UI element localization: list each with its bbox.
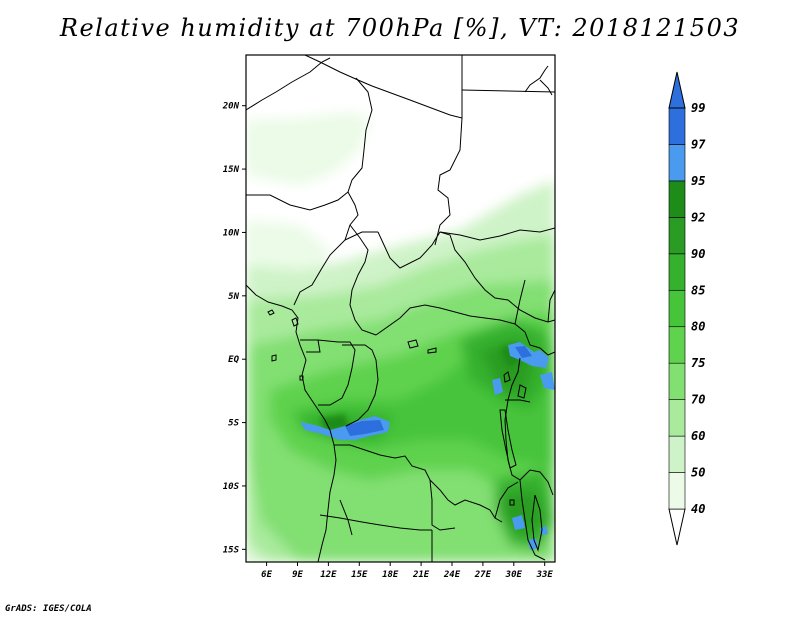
colorbar-segment [668, 253, 686, 291]
colorbar-upper-triangle [668, 71, 686, 109]
colorbar-segment [668, 435, 686, 473]
lon-tick-label: 12E [320, 570, 337, 580]
colorbar-segment [668, 362, 686, 400]
lat-tick-label: 20N [222, 102, 240, 112]
colorbar-label: 70 [691, 393, 705, 407]
lon-tick-label: 27E [474, 570, 492, 580]
colorbar-label: 90 [691, 247, 705, 261]
colorbar-lower-triangle [668, 508, 686, 546]
humidity-field [246, 112, 555, 562]
colorbar-label: 80 [691, 320, 705, 334]
colorbar-segment [668, 180, 686, 218]
lat-tick-label: 15S [223, 545, 240, 555]
lon-tick-label: 18E [382, 570, 399, 580]
lon-tick-label: 21E [412, 570, 430, 580]
colorbar-label: 50 [691, 466, 705, 480]
lat-tick-label: 10N [223, 228, 240, 238]
colorbar-segment [668, 217, 686, 255]
lat-tick-label: 10S [223, 482, 240, 492]
colorbar-segment [668, 289, 686, 328]
colorbar-label: 40 [691, 502, 705, 516]
lat-tick-label: EQ [228, 355, 239, 365]
lon-tick-label: 6E [261, 570, 272, 580]
lat-tick-label: 15N [223, 165, 240, 175]
lat-tick-label: 5S [228, 419, 239, 429]
map-title: Relative humidity at 700hPa [%], VT: 201… [59, 14, 741, 42]
lon-tick-label: 30E [505, 570, 523, 580]
lat-tick-label: 5N [228, 292, 239, 302]
colorbar-label: 97 [691, 137, 706, 151]
lon-tick-label: 33E [536, 570, 554, 580]
colorbar-segment [668, 472, 686, 510]
colorbar-label: 92 [691, 210, 705, 224]
colorbar-segment [668, 326, 686, 364]
lon-tick-label: 15E [351, 570, 368, 580]
colorbar-label: 75 [691, 356, 705, 370]
colorbar-label: 95 [691, 174, 705, 188]
colorbar-segment [668, 399, 686, 437]
colorbar-label: 85 [691, 283, 705, 297]
country-borders [246, 55, 555, 562]
colorbar-label: 60 [691, 429, 705, 443]
lon-tick-label: 9E [292, 570, 303, 580]
grads-credit: GrADS: IGES/COLA [5, 604, 92, 614]
lon-tick-label: 24E [443, 570, 461, 580]
colorbar-segment [668, 144, 686, 182]
colorbar: 40 50 60 70 75 80 85 90 92 95 97 99 [668, 71, 706, 546]
axis-ticks: 6E 9E 12E 15E 18E 21E 24E 27E 30E 33E 20N 15N 10N 5N E… [222, 102, 554, 580]
colorbar-segment [668, 107, 686, 145]
map-frame [245, 54, 556, 563]
colorbar-label: 99 [691, 101, 705, 115]
